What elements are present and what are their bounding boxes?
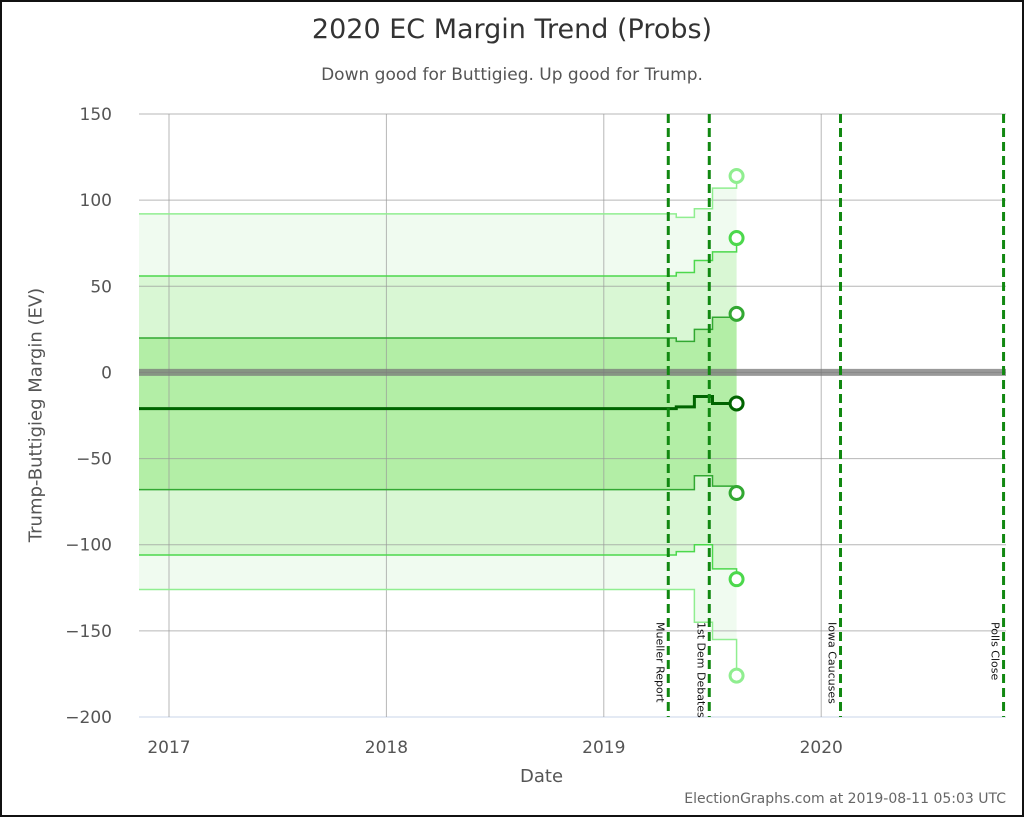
x-tick-label: 2019: [582, 738, 625, 758]
series-line: [139, 176, 738, 219]
series-endpoint-marker: [728, 485, 745, 502]
event-label: Polls Close: [989, 622, 1002, 681]
chart-subtitle: Down good for Buttigieg. Up good for Tru…: [321, 65, 703, 85]
event-label: Mueller Report: [653, 622, 666, 703]
band-inner: [139, 313, 737, 494]
series-line: [139, 475, 738, 494]
y-tick-label: −100: [65, 536, 112, 556]
y-tick-label: −50: [76, 450, 112, 470]
credit-text: ElectionGraphs.com at 2019-08-11 05:03 U…: [684, 791, 1006, 807]
y-tick-label: 0: [101, 363, 112, 383]
x-tick-label: 2017: [147, 738, 190, 758]
x-tick-label: 2020: [800, 738, 843, 758]
series-endpoint-marker: [728, 667, 745, 684]
series-endpoint-marker: [728, 305, 745, 322]
series-line: [139, 395, 737, 411]
chart-title: 2020 EC Margin Trend (Probs): [311, 14, 713, 45]
event-label: 1st Dem Debates: [694, 622, 707, 718]
series-line: [139, 313, 738, 343]
y-tick-label: −200: [65, 708, 112, 728]
y-tick-label: 50: [90, 277, 112, 297]
y-tick-label: 100: [80, 191, 112, 211]
x-tick-label: 2018: [365, 738, 408, 758]
series-endpoint-marker: [728, 395, 745, 412]
y-tick-label: 150: [80, 105, 112, 125]
x-axis-label: Date: [520, 766, 564, 787]
series-endpoint-marker: [728, 571, 745, 588]
series-endpoint-marker: [728, 168, 745, 185]
event-label: Iowa Caucuses: [826, 622, 839, 704]
series-line: [139, 588, 738, 676]
y-tick-label: −150: [65, 622, 112, 642]
series-endpoint-marker: [728, 230, 745, 247]
